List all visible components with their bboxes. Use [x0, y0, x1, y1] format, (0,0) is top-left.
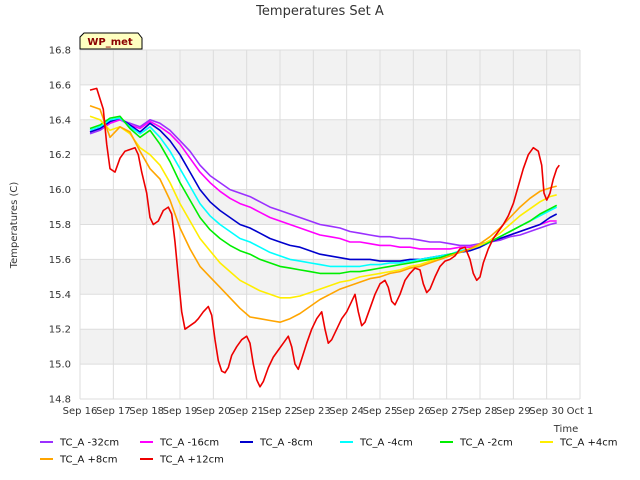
chart-title: Temperatures Set A — [255, 4, 384, 19]
x-tick-label: Sep 19 — [163, 406, 198, 417]
x-tick-label: Sep 28 — [463, 406, 498, 417]
y-tick-label: 16.8 — [49, 46, 71, 57]
legend-item: TC_A +8cm — [40, 455, 118, 466]
series-line-2 — [89, 117, 558, 262]
legend: TC_A -32cm TC_A -16cm TC_A -8cm TC_A -4cm TC… — [40, 438, 618, 466]
site-badge-box — [79, 32, 143, 50]
legend-label: TC_A +12cm — [159, 455, 224, 466]
x-tick-label: Sep 23 — [296, 406, 331, 417]
y-tick-label: 15.8 — [49, 220, 71, 231]
legend-item: TC_A +4cm — [540, 438, 618, 449]
x-tick-label: Sep 27 — [429, 406, 464, 417]
legend-label: TC_A -2cm — [459, 438, 513, 449]
grid-lines — [79, 49, 581, 400]
y-tick-label: 16.0 — [49, 185, 71, 196]
plot-band — [80, 50, 580, 85]
y-axis-label: Temperatures (C) — [9, 182, 20, 270]
y-tick-label: 15.0 — [49, 360, 71, 371]
x-tick-label: Sep 24 — [329, 406, 364, 417]
x-tick-label: Sep 20 — [196, 406, 231, 417]
series-line-5 — [89, 115, 557, 299]
legend-item: TC_A -8cm — [240, 438, 313, 449]
y-tick-label: 14.8 — [49, 395, 71, 406]
legend-label: TC_A -4cm — [359, 438, 413, 449]
plot-band — [80, 189, 580, 225]
y-tick-label: 16.6 — [49, 80, 71, 91]
y-tick-label: 16.4 — [49, 115, 71, 126]
x-tick-label: Sep 30 — [529, 406, 564, 417]
plot-band — [80, 329, 580, 365]
x-tick-label: Sep 29 — [496, 406, 531, 417]
x-tick-label: Sep 26 — [396, 406, 431, 417]
x-tick-label: Sep 16 — [63, 406, 98, 417]
y-tick-label: 15.2 — [49, 325, 71, 336]
plot-band — [80, 259, 580, 295]
y-axis-ticks: 14.8 15.0 15.2 15.4 15.6 15.8 16.0 16.2 16.4 16.6… — [49, 46, 71, 406]
legend-item: TC_A +12cm — [140, 455, 224, 466]
series-line-6 — [89, 105, 557, 323]
legend-label: TC_A +8cm — [59, 455, 118, 466]
legend-label: TC_A +4cm — [559, 438, 618, 449]
y-tick-label: 15.6 — [49, 255, 71, 266]
y-tick-label: 15.4 — [49, 290, 71, 301]
legend-item: TC_A -16cm — [140, 438, 219, 449]
x-tick-label: Sep 25 — [363, 406, 398, 417]
x-tick-label: Sep 18 — [129, 406, 164, 417]
legend-item: TC_A -4cm — [340, 438, 413, 449]
site-badge: WP_met — [79, 32, 143, 50]
x-tick-label: Sep 17 — [96, 406, 131, 417]
legend-label: TC_A -32cm — [59, 438, 119, 449]
y-tick-label: 16.2 — [49, 150, 71, 161]
series-line-7 — [89, 87, 560, 388]
x-tick-label: Sep 21 — [229, 406, 264, 417]
x-tick-label: Sep 22 — [263, 406, 298, 417]
series-lines — [89, 87, 560, 388]
legend-item: TC_A -32cm — [40, 438, 119, 449]
x-axis-label: Time — [553, 424, 578, 435]
x-tick-label: Oct 1 — [567, 406, 594, 417]
legend-label: TC_A -8cm — [259, 438, 313, 449]
site-badge-label: WP_met — [87, 37, 133, 48]
legend-label: TC_A -16cm — [159, 438, 219, 449]
legend-item: TC_A -2cm — [440, 438, 513, 449]
